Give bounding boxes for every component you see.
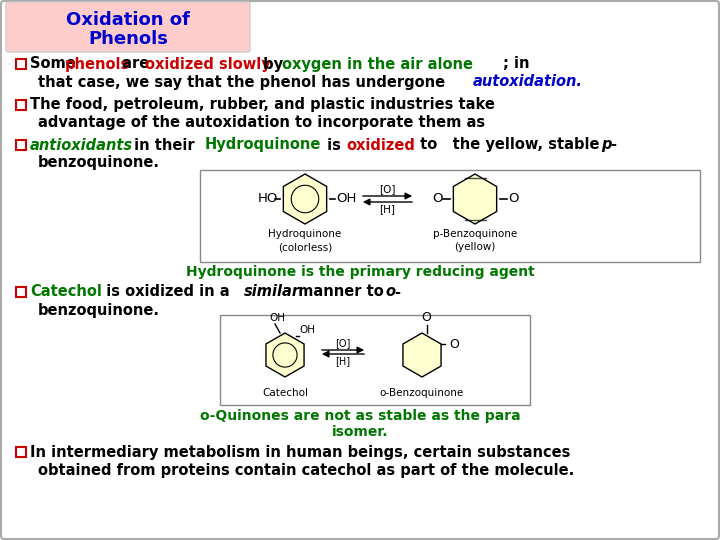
Text: (colorless): (colorless) xyxy=(278,242,332,252)
Text: -: - xyxy=(610,138,616,152)
Text: antioxidants: antioxidants xyxy=(30,138,133,152)
Text: OH: OH xyxy=(269,313,285,323)
Bar xyxy=(16,100,26,110)
Text: [O]: [O] xyxy=(379,184,396,194)
Text: ; in: ; in xyxy=(503,57,529,71)
Text: in their: in their xyxy=(129,138,199,152)
FancyBboxPatch shape xyxy=(6,2,250,52)
Text: autoxidation.: autoxidation. xyxy=(473,75,583,90)
Text: p: p xyxy=(601,138,611,152)
Bar xyxy=(16,287,26,297)
Text: manner to: manner to xyxy=(293,285,389,300)
Text: Hydroquinone: Hydroquinone xyxy=(205,138,321,152)
Text: to   the yellow, stable: to the yellow, stable xyxy=(415,138,605,152)
Text: Phenols: Phenols xyxy=(88,30,168,48)
Text: is: is xyxy=(322,138,346,152)
Text: [H]: [H] xyxy=(336,356,351,366)
Text: isomer.: isomer. xyxy=(332,425,388,439)
Text: Hydroquinone is the primary reducing agent: Hydroquinone is the primary reducing age… xyxy=(186,265,534,279)
Text: phenols: phenols xyxy=(65,57,130,71)
Text: oxidized slowly: oxidized slowly xyxy=(145,57,271,71)
Polygon shape xyxy=(266,333,304,377)
Text: that case, we say that the phenol has undergone: that case, we say that the phenol has un… xyxy=(38,75,450,90)
Text: benzoquinone.: benzoquinone. xyxy=(38,156,160,171)
Bar xyxy=(16,447,26,457)
Bar xyxy=(16,140,26,150)
Text: benzoquinone.: benzoquinone. xyxy=(38,302,160,318)
Text: is oxidized in a: is oxidized in a xyxy=(96,285,230,300)
Text: by: by xyxy=(258,57,288,71)
Text: Some: Some xyxy=(30,57,81,71)
Text: o: o xyxy=(385,285,395,300)
Text: obtained from proteins contain catechol as part of the molecule.: obtained from proteins contain catechol … xyxy=(38,462,575,477)
Bar xyxy=(16,59,26,69)
Text: OH: OH xyxy=(299,325,315,335)
Text: HO: HO xyxy=(258,192,279,206)
Text: OH: OH xyxy=(336,192,356,206)
Text: O: O xyxy=(432,192,443,206)
Text: In intermediary metabolism in human beings, certain substances: In intermediary metabolism in human bein… xyxy=(30,444,570,460)
Text: o-Benzoquinone: o-Benzoquinone xyxy=(380,388,464,398)
Text: [H]: [H] xyxy=(379,204,395,214)
Polygon shape xyxy=(284,174,327,224)
Text: The food, petroleum, rubber, and plastic industries take: The food, petroleum, rubber, and plastic… xyxy=(30,98,495,112)
Text: advantage of the autoxidation to incorporate them as: advantage of the autoxidation to incorpo… xyxy=(38,116,485,131)
Text: Catechol: Catechol xyxy=(30,285,102,300)
Text: Hydroquinone: Hydroquinone xyxy=(269,229,341,239)
Bar xyxy=(220,315,530,405)
Text: O: O xyxy=(449,338,459,350)
Polygon shape xyxy=(403,333,441,377)
Text: oxygen in the air alone: oxygen in the air alone xyxy=(282,57,473,71)
Text: (yellow): (yellow) xyxy=(454,242,495,252)
Text: Oxidation of: Oxidation of xyxy=(66,11,190,29)
Polygon shape xyxy=(454,174,497,224)
Text: -: - xyxy=(394,285,400,300)
Text: are: are xyxy=(117,57,154,71)
Text: Catechol: Catechol xyxy=(262,388,308,398)
Text: [O]: [O] xyxy=(336,338,351,348)
Text: O: O xyxy=(508,192,518,206)
Text: o-Quinones are not as stable as the para: o-Quinones are not as stable as the para xyxy=(199,409,521,423)
Bar xyxy=(200,170,700,262)
Text: p-Benzoquinone: p-Benzoquinone xyxy=(433,229,517,239)
Text: oxidized: oxidized xyxy=(346,138,415,152)
Text: similar: similar xyxy=(244,285,300,300)
Text: O: O xyxy=(421,311,431,324)
